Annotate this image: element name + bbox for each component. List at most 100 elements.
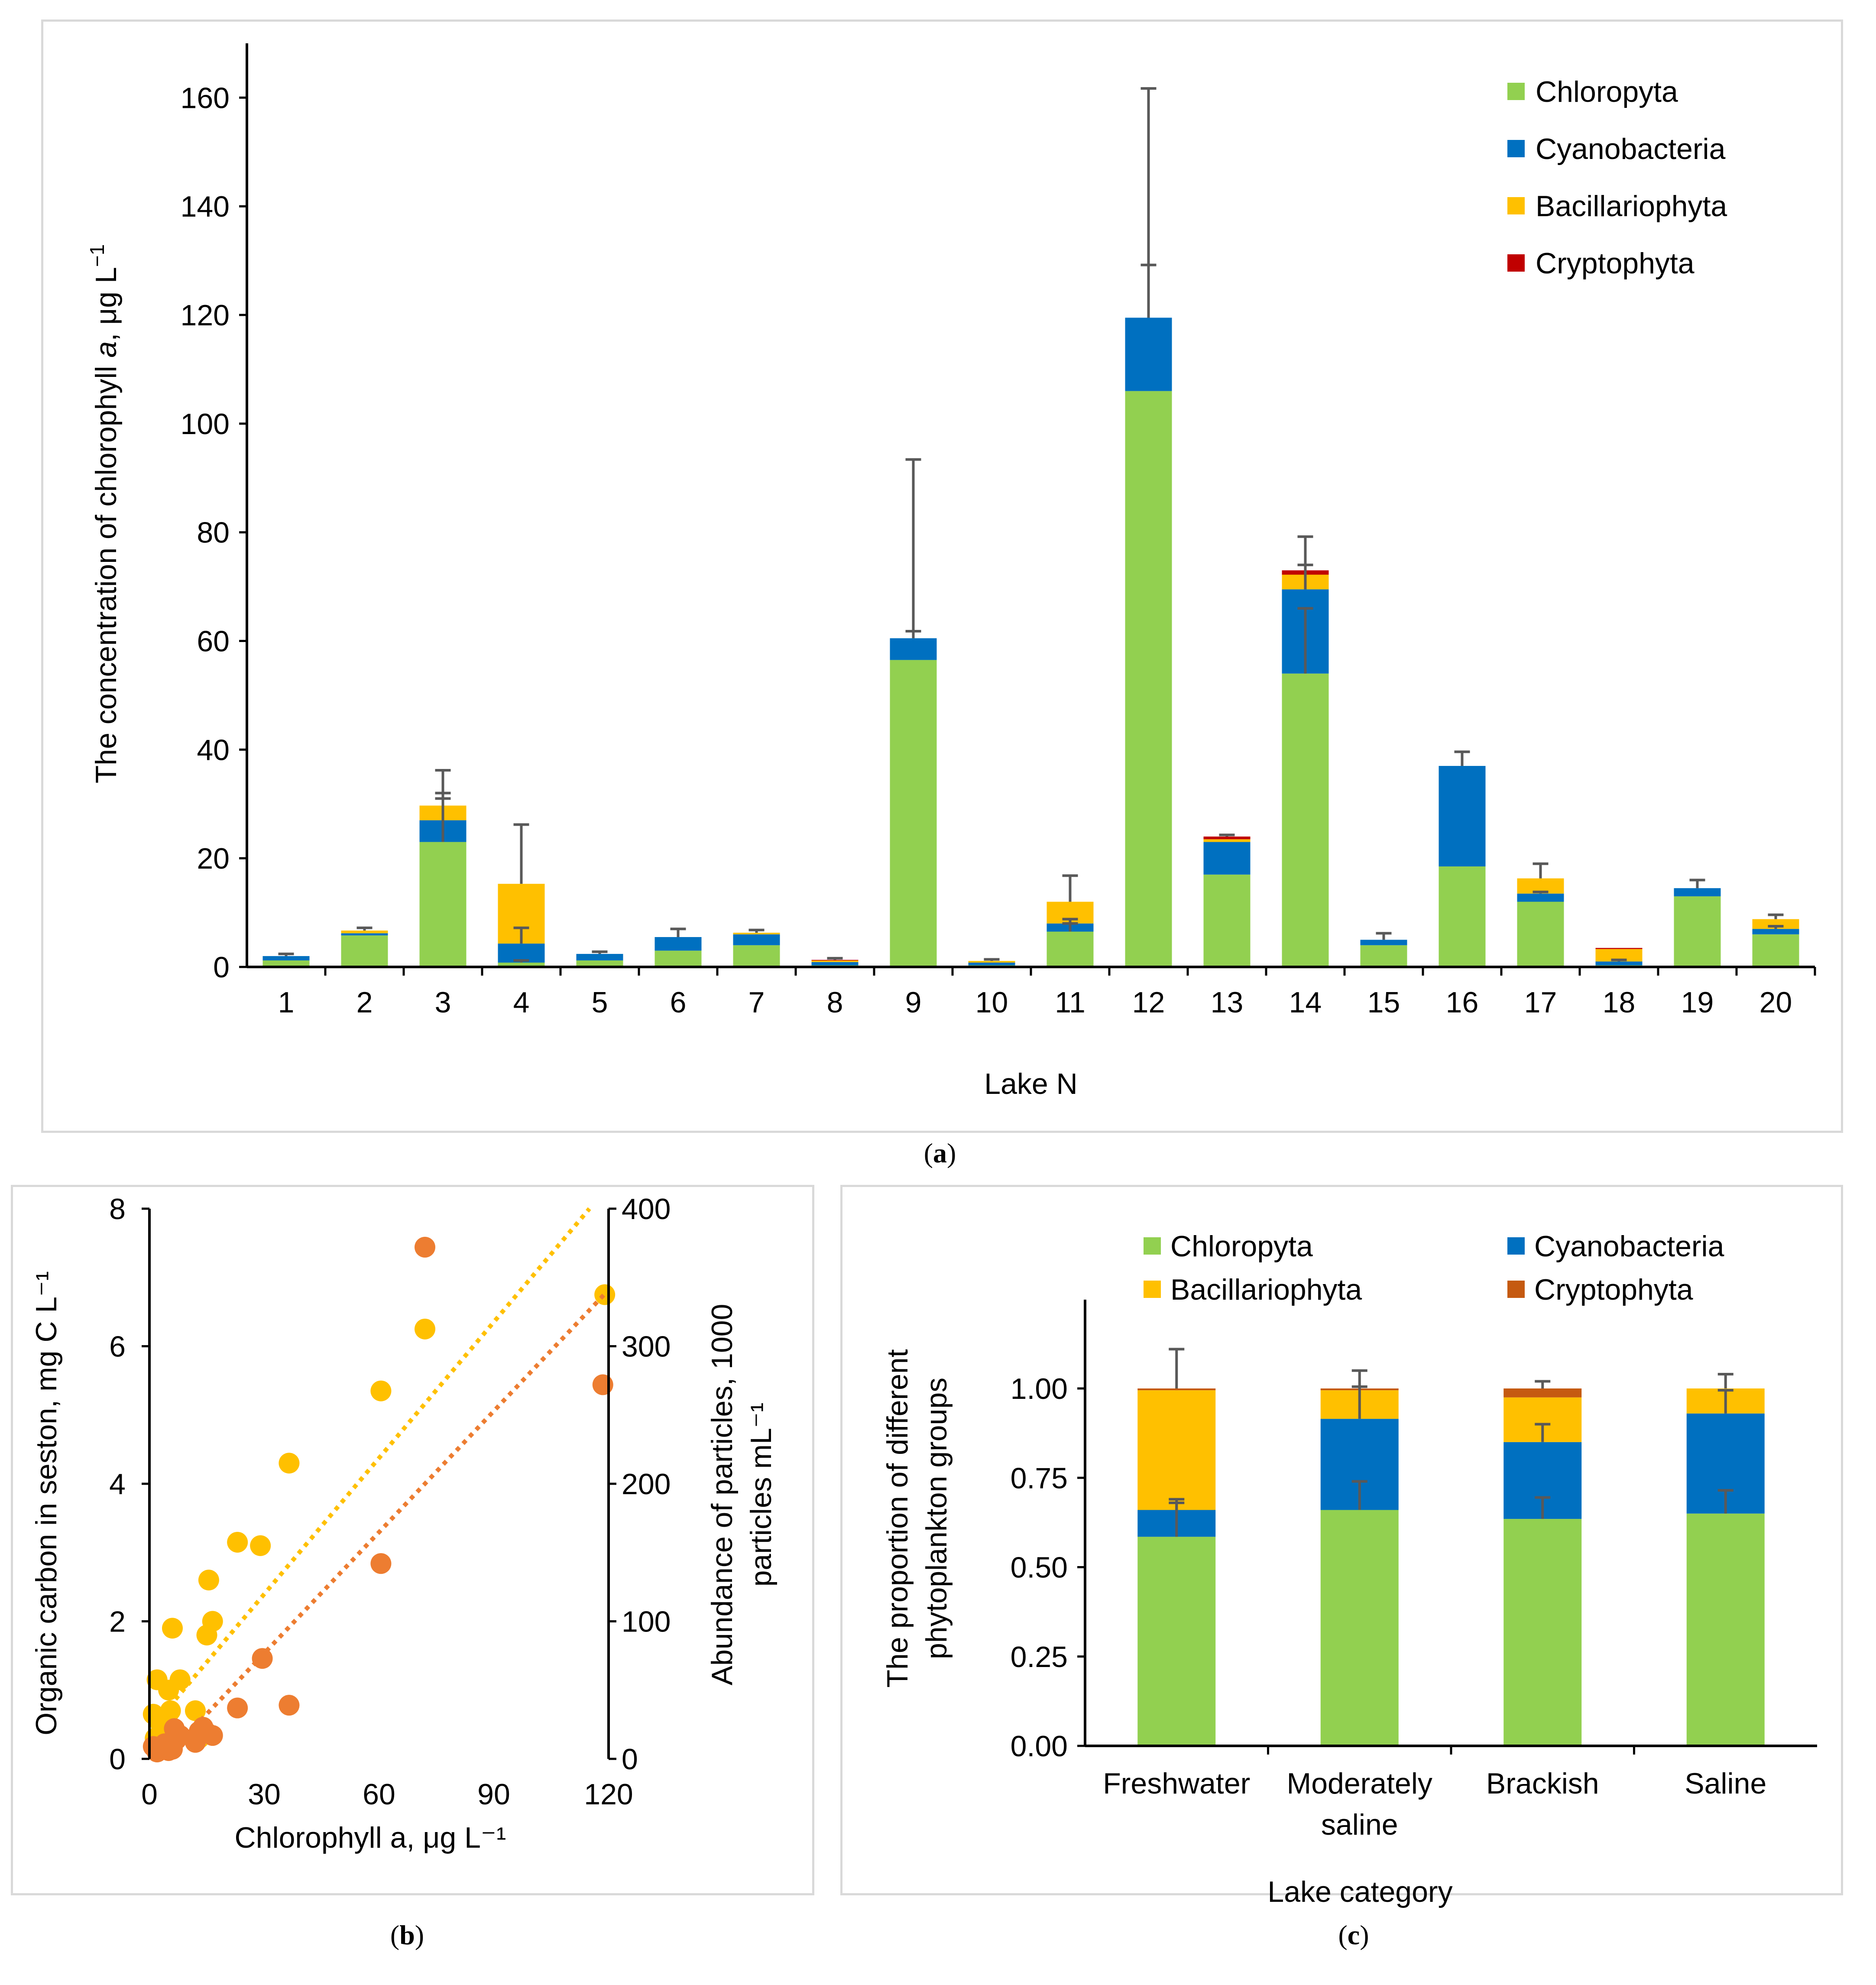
chart-b-ytick-right-label-100: 100 bbox=[622, 1606, 671, 1638]
chart-a-ytick-label-140: 140 bbox=[181, 190, 230, 223]
chart-c-bar-cryptophyta-0 bbox=[1137, 1388, 1216, 1391]
caption-a: (a) bbox=[923, 1138, 956, 1168]
chart-a-bar-chloropyta-lake-5 bbox=[576, 960, 623, 967]
chart-a-ytick-label-160: 160 bbox=[181, 81, 230, 114]
chart-a-bar-cyanobacteria-lake-9 bbox=[890, 638, 937, 660]
chart-a-bar-chloropyta-lake-2 bbox=[341, 935, 388, 967]
chart-a-bar-cryptophyta-lake-18 bbox=[1595, 948, 1643, 949]
chart-a-ytick-label-100: 100 bbox=[181, 408, 230, 441]
chart-a-bar-cyanobacteria-lake-19 bbox=[1674, 888, 1721, 896]
chart-a-ytick-label-120: 120 bbox=[181, 299, 230, 332]
chart-b-ylabel-right-line-0: Abundance of particles, 1000 bbox=[706, 1304, 739, 1686]
chart-a-bar-chloropyta-lake-19 bbox=[1674, 896, 1721, 967]
chart-a-bar-bacillariophyta-lake-2 bbox=[341, 930, 388, 934]
chart-a-bar-cyanobacteria-lake-17 bbox=[1517, 893, 1564, 902]
chart-a-xtick-label-14: 14 bbox=[1289, 986, 1322, 1019]
chart-b-ytick-right-label-300: 300 bbox=[622, 1330, 671, 1363]
chart-b-xtick-label-0: 0 bbox=[141, 1778, 158, 1811]
chart-b-ytick-left-label-0: 0 bbox=[109, 1743, 126, 1776]
chart-a-bar-cyanobacteria-lake-2 bbox=[341, 933, 388, 936]
chart-a-bar-chloropyta-lake-12 bbox=[1125, 391, 1172, 967]
chart-a-bar-cryptophyta-lake-8 bbox=[811, 960, 859, 961]
chart-a-bar-chloropyta-lake-11 bbox=[1047, 931, 1094, 967]
chart-a-bar-cyanobacteria-lake-5 bbox=[576, 954, 623, 960]
chart-a-xtick-label-20: 20 bbox=[1759, 986, 1792, 1019]
chart-c-bar-bacillariophyta-0 bbox=[1137, 1390, 1216, 1510]
chart-b-point-organic-carbon-18 bbox=[415, 1318, 435, 1340]
chart-a-bar-cyanobacteria-lake-7 bbox=[733, 934, 780, 945]
chart-b-point-organic-carbon-13 bbox=[202, 1611, 223, 1632]
chart-b-ytick-right-label-0: 0 bbox=[622, 1743, 638, 1776]
chart-a-legend: Chloropyta Cyanobacteria Bacillariophyta Cr… bbox=[1507, 75, 1727, 280]
chart-a-legend-swatch-bacillariophyta bbox=[1507, 197, 1525, 214]
chart-a-bar-chloropyta-lake-7 bbox=[733, 945, 780, 967]
chart-a-xlabel: Lake N bbox=[984, 1067, 1077, 1100]
chart-a-bar-cyanobacteria-lake-18 bbox=[1595, 961, 1643, 966]
chart-b-ylabel-left: Organic carbon in seston, mg C L⁻¹ bbox=[30, 1271, 63, 1735]
chart-b-ytick-left-label-4: 4 bbox=[109, 1468, 126, 1501]
chart-c-legend: Chloropyta Cyanobacteria Bacillariophyta Cr… bbox=[1144, 1230, 1724, 1306]
chart-a-bar-chloropyta-lake-13 bbox=[1203, 874, 1251, 967]
chart-c-xtick-label-3-0: Saline bbox=[1685, 1767, 1766, 1800]
chart-c-ytick-label-0.75: 0.75 bbox=[1011, 1462, 1068, 1495]
chart-c-legend-swatch-bacillariophyta bbox=[1144, 1281, 1161, 1298]
chart-c-ytick-label-1.00: 1.00 bbox=[1011, 1372, 1068, 1405]
chart-a-bar-cyanobacteria-lake-12 bbox=[1125, 318, 1172, 391]
chart-a-bar-chloropyta-lake-1 bbox=[262, 960, 310, 967]
chart-b-trendline-0 bbox=[155, 1207, 591, 1722]
chart-a-bar-cyanobacteria-lake-13 bbox=[1203, 842, 1251, 875]
chart-a-xtick-label-2: 2 bbox=[356, 986, 373, 1019]
chart-a-xtick-label-5: 5 bbox=[592, 986, 608, 1019]
chart-b-point-particles-13 bbox=[202, 1725, 223, 1746]
chart-c-ytick-label-0.00: 0.00 bbox=[1011, 1730, 1068, 1763]
chart-b-point-particles-14 bbox=[227, 1697, 248, 1719]
chart-b-point-particles-17 bbox=[370, 1553, 392, 1574]
chart-a-ylabel-part-3: −1 bbox=[86, 244, 108, 267]
chart-c-bar-chloropyta-2 bbox=[1503, 1519, 1582, 1746]
chart-a-ylabel-part-1: a bbox=[90, 341, 123, 358]
chart-a-legend-label-cryptophyta: Cryptophyta bbox=[1536, 247, 1695, 280]
chart-a-bar-bacillariophyta-lake-7 bbox=[733, 932, 780, 934]
chart-c-ylabel-line-1: phytoplankton groups bbox=[920, 1378, 953, 1659]
chart-a-bar-chloropyta-lake-3 bbox=[419, 842, 467, 967]
chart-b-ytick-right-label-200: 200 bbox=[622, 1468, 671, 1501]
chart-c-legend-swatch-cryptophyta bbox=[1507, 1281, 1525, 1298]
chart-a-bar-chloropyta-lake-15 bbox=[1360, 945, 1407, 967]
chart-a-xtick-label-18: 18 bbox=[1603, 986, 1636, 1019]
chart-c-ytick-label-0.25: 0.25 bbox=[1011, 1641, 1068, 1674]
chart-a-bar-chloropyta-lake-14 bbox=[1282, 673, 1329, 967]
chart-c-legend-swatch-chloropyta bbox=[1144, 1237, 1161, 1255]
chart-a-xtick-label-19: 19 bbox=[1681, 986, 1714, 1019]
chart-b-ytick-left-label-6: 6 bbox=[109, 1330, 126, 1363]
chart-a-bar-cyanobacteria-lake-6 bbox=[654, 937, 702, 951]
chart-a-xtick-label-17: 17 bbox=[1524, 986, 1557, 1019]
chart-b-point-organic-carbon-8 bbox=[169, 1669, 191, 1690]
chart-b-point-organic-carbon-7 bbox=[162, 1618, 183, 1639]
chart-a-ylabel-part-0: The concentration of chlorophyll bbox=[90, 358, 123, 784]
chart-b-point-organic-carbon-9 bbox=[185, 1700, 206, 1721]
chart-c-legend-swatch-cyanobacteria bbox=[1507, 1237, 1525, 1255]
caption-b: (b) bbox=[390, 1920, 424, 1950]
chart-b-xtick-label-30: 30 bbox=[248, 1778, 281, 1811]
chart-a-xtick-label-16: 16 bbox=[1446, 986, 1479, 1019]
chart-a-bar-chloropyta-lake-9 bbox=[890, 660, 937, 967]
chart-a-xtick-label-9: 9 bbox=[905, 986, 922, 1019]
chart-a-xtick-label-15: 15 bbox=[1367, 986, 1400, 1019]
chart-a-xtick-label-11: 11 bbox=[1055, 986, 1085, 1019]
chart-a-legend-label-bacillariophyta: Bacillariophyta bbox=[1536, 190, 1727, 223]
chart-a-xtick-label-1: 1 bbox=[278, 986, 295, 1019]
panel-b-frame bbox=[11, 1185, 814, 1895]
chart-a-xtick-label-6: 6 bbox=[670, 986, 687, 1019]
chart-c-bar-chloropyta-3 bbox=[1686, 1513, 1765, 1746]
chart-a-legend-swatch-cryptophyta bbox=[1507, 254, 1525, 272]
chart-a-bar-bacillariophyta-lake-20 bbox=[1752, 919, 1799, 929]
chart-a-bar-cyanobacteria-lake-15 bbox=[1360, 940, 1407, 945]
caption-c: (c) bbox=[1338, 1920, 1369, 1950]
chart-c-legend-label-cyanobacteria: Cyanobacteria bbox=[1534, 1230, 1724, 1263]
chart-b-xtick-label-90: 90 bbox=[477, 1778, 510, 1811]
chart-c-bar-cryptophyta-2 bbox=[1503, 1388, 1582, 1398]
chart-b-point-particles-18 bbox=[415, 1236, 435, 1258]
chart-b-point-organic-carbon-16 bbox=[279, 1453, 300, 1474]
chart-c-legend-label-bacillariophyta: Bacillariophyta bbox=[1170, 1273, 1362, 1306]
